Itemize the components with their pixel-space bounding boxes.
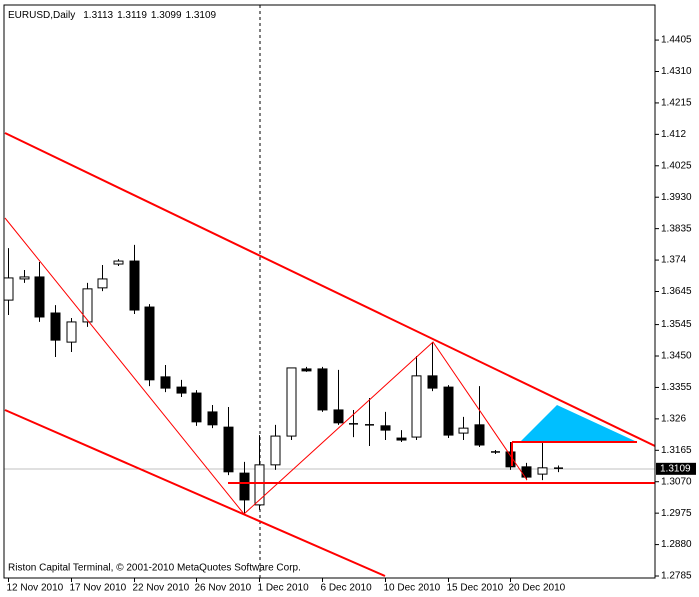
symbol: EURUSD,Daily (8, 10, 75, 21)
y-tick-label: 1.4215 (661, 98, 692, 109)
drawings (4, 132, 656, 577)
body (97, 278, 108, 289)
body (3, 277, 14, 301)
x-tick-label: 17 Nov 2010 (70, 583, 127, 594)
body (443, 386, 454, 436)
y-tick-label: 1.326 (661, 414, 686, 425)
body (223, 426, 234, 473)
body (270, 435, 281, 466)
body (191, 392, 202, 423)
x-tick-label: 20 Dec 2010 (509, 583, 566, 594)
body (396, 437, 407, 441)
trend-line (4, 132, 656, 447)
body (82, 288, 93, 323)
y-tick-label: 1.3545 (661, 319, 692, 330)
body (176, 386, 187, 394)
body (160, 376, 171, 389)
y-tick-label: 1.4405 (661, 35, 692, 46)
body (34, 276, 45, 318)
body (505, 451, 516, 468)
y-tick-label: 1.4310 (661, 66, 692, 77)
header-open: 1.3113 (83, 10, 113, 21)
body (113, 260, 124, 265)
body (66, 321, 77, 343)
header: EURUSD,Daily 1.3113 1.3119 1.3099 1.3109 (8, 10, 217, 21)
body (411, 375, 422, 438)
body (129, 260, 140, 311)
x-tick-label: 6 Dec 2010 (321, 583, 373, 594)
trend-line (4, 409, 386, 577)
last-price-box (656, 462, 696, 475)
zigzag (4, 217, 528, 515)
x-tick-label: 22 Nov 2010 (133, 583, 190, 594)
y-tick-label: 1.412 (661, 129, 686, 140)
candles (3, 244, 563, 515)
body (537, 467, 548, 475)
y-tick-label: 1.2785 (661, 571, 692, 582)
body (286, 367, 297, 437)
footer: Riston Capital Terminal, © 2001-2010 Met… (8, 563, 301, 574)
body (458, 427, 469, 434)
body (521, 466, 532, 478)
x-tick-label: 12 Nov 2010 (7, 583, 64, 594)
body (19, 276, 30, 280)
x-tick-label: 15 Dec 2010 (447, 583, 504, 594)
y-tick-label: 1.3645 (661, 286, 692, 297)
y-tick-label: 1.3835 (661, 223, 692, 234)
body (50, 312, 61, 341)
header-low: 1.3099 (151, 10, 182, 21)
body (317, 368, 328, 411)
y-tick-label: 1.2880 (661, 539, 692, 550)
y-tick-label: 1.4025 (661, 160, 692, 171)
last-price-label: 1.3109 (660, 463, 691, 474)
body (144, 306, 155, 381)
body (380, 425, 391, 431)
x-tick-label: 26 Nov 2010 (195, 583, 252, 594)
body (474, 424, 485, 446)
body (239, 472, 250, 501)
x-tick-label: 10 Dec 2010 (384, 583, 441, 594)
y-tick-label: 1.374 (661, 255, 686, 266)
body (254, 464, 265, 506)
body (427, 375, 438, 389)
header-close: 1.3109 (186, 10, 217, 21)
y-tick-label: 1.3355 (661, 382, 692, 393)
body (301, 368, 312, 372)
y-tick-label: 1.3930 (661, 192, 692, 203)
header-high: 1.3119 (117, 10, 147, 21)
body (207, 411, 218, 426)
body (333, 409, 344, 424)
triangle (520, 405, 637, 442)
x-tick-label: 1 Dec 2010 (258, 583, 310, 594)
y-tick-label: 1.3165 (661, 445, 692, 456)
y-tick-label: 1.3450 (661, 351, 692, 362)
y-tick-label: 1.2975 (661, 508, 692, 519)
y-tick-label: 1.3070 (661, 476, 692, 487)
